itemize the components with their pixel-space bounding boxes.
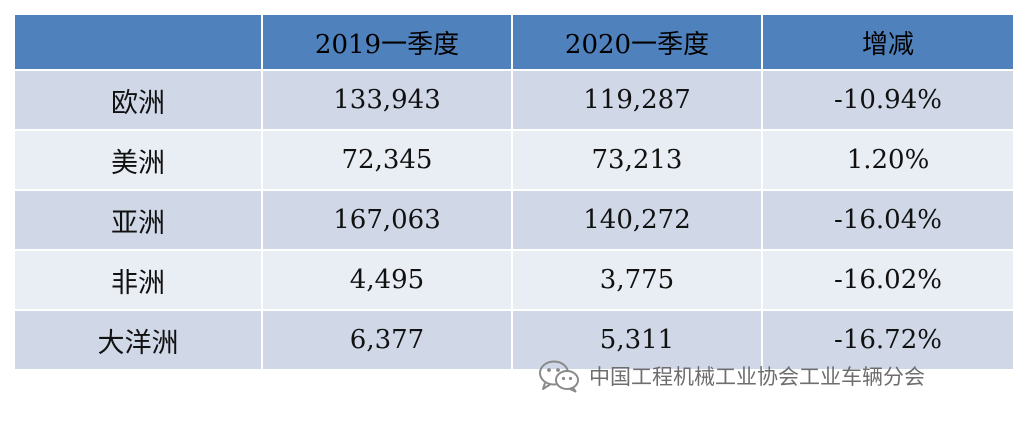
value-cell-2020: 3,775 [511,249,763,311]
region-cell: 非洲 [13,249,263,311]
region-cell: 欧洲 [13,69,263,131]
data-table: 2019一季度 2020一季度 增减 欧洲 133,943 119,287 -1… [13,13,1015,371]
change-cell: -10.94% [761,69,1015,131]
change-cell: 1.20% [761,129,1015,191]
value-cell-2019: 72,345 [261,129,513,191]
table-row: 欧洲 133,943 119,287 -10.94% [13,69,1015,131]
value-cell-2020: 73,213 [511,129,763,191]
value-cell-2020: 119,287 [511,69,763,131]
table-row: 大洋洲 6,377 5,311 -16.72% [13,309,1015,371]
table-row: 亚洲 167,063 140,272 -16.04% [13,189,1015,251]
wechat-icon [539,360,579,393]
header-cell-change: 增减 [761,13,1015,71]
value-cell-2019: 133,943 [261,69,513,131]
value-cell-2019: 6,377 [261,309,513,371]
region-cell: 亚洲 [13,189,263,251]
watermark-text: 中国工程机械工业协会工业车辆分会 [589,365,925,389]
change-cell: -16.72% [761,309,1015,371]
region-cell: 美洲 [13,129,263,191]
header-row: 2019一季度 2020一季度 增减 [13,13,1015,71]
watermark: 中国工程机械工业协会工业车辆分会 [537,358,925,394]
value-cell-2020: 140,272 [511,189,763,251]
header-cell-2019-q1: 2019一季度 [261,13,513,71]
value-cell-2020: 5,311 [511,309,763,371]
change-cell: -16.02% [761,249,1015,311]
value-cell-2019: 4,495 [261,249,513,311]
region-cell: 大洋洲 [13,309,263,371]
change-cell: -16.04% [761,189,1015,251]
value-cell-2019: 167,063 [261,189,513,251]
table-row: 美洲 72,345 73,213 1.20% [13,129,1015,191]
header-cell-region [13,13,263,71]
header-cell-2020-q1: 2020一季度 [511,13,763,71]
table-row: 非洲 4,495 3,775 -16.02% [13,249,1015,311]
